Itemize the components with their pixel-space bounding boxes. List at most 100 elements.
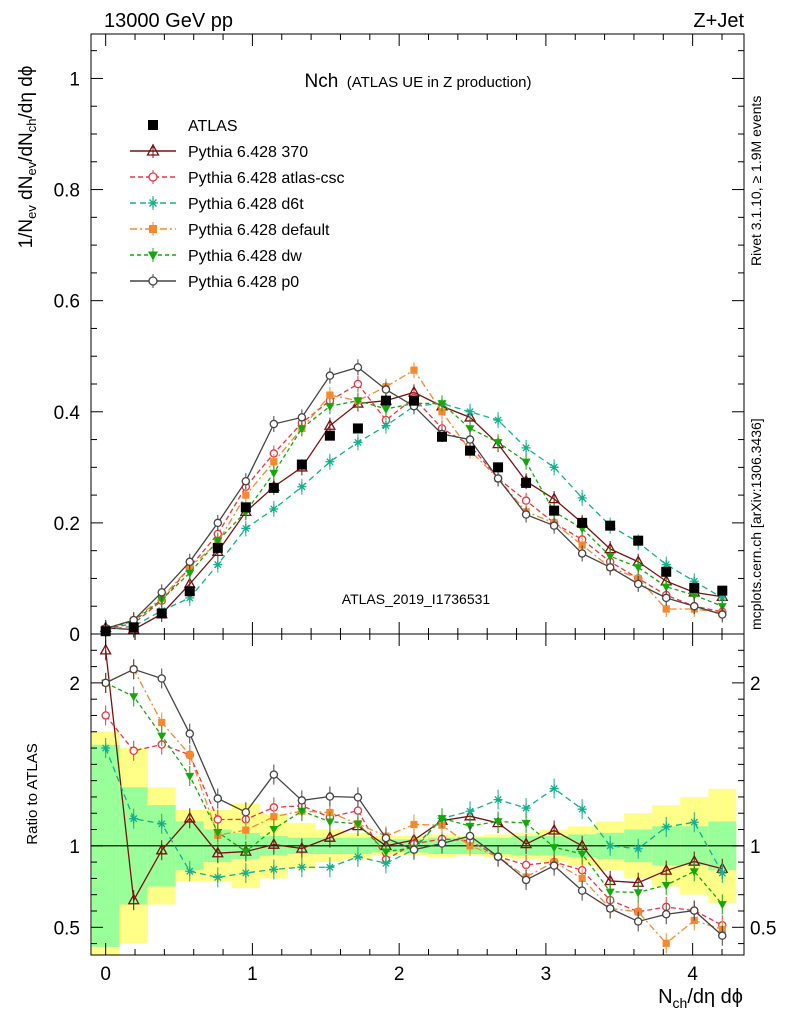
data-point: [353, 363, 363, 372]
ratio-point: [242, 826, 250, 834]
ratio-point: [99, 643, 112, 655]
ratio-point: [185, 772, 195, 781]
ratio-point: [127, 893, 140, 905]
data-point: [297, 413, 307, 422]
data-point: [325, 457, 335, 467]
ratio-point: [577, 804, 587, 814]
ratio-point: [213, 872, 223, 882]
data-point: [605, 563, 615, 572]
ratio-axis-label: Ratio to ATLAS: [24, 743, 41, 844]
data-point: [323, 418, 336, 430]
data-point: [269, 419, 279, 429]
data-point: [521, 496, 531, 505]
ratio-point: [297, 862, 307, 872]
data-point: [521, 477, 532, 488]
data-point: [633, 535, 644, 546]
ratio-point: [689, 868, 699, 877]
ratio-point: [521, 803, 531, 813]
x-tick-label: 4: [687, 964, 698, 985]
x-tick-label: 0: [100, 964, 111, 985]
data-point: [548, 492, 561, 504]
y-tick-label: 0.6: [54, 292, 80, 313]
ratio-tick-label-right: 1: [750, 837, 761, 858]
main-axis-ticks: 0 0.2 0.4 0.6 0.8 1: [54, 34, 744, 646]
ratio-point: [717, 901, 727, 910]
data-point: [493, 439, 503, 448]
data-point: [213, 560, 223, 570]
data-point: [157, 588, 166, 597]
ratio-point: [101, 711, 110, 720]
ratio-point: [183, 811, 196, 823]
legend-marker: [148, 276, 158, 286]
ratio-point: [129, 693, 139, 702]
ratio-point: [241, 807, 251, 817]
data-point: [717, 593, 727, 603]
data-point: [381, 385, 391, 394]
data-point: [549, 462, 559, 472]
data-point: [270, 458, 278, 466]
data-point: [326, 391, 334, 399]
ratio-point: [213, 829, 223, 838]
data-point: [493, 462, 504, 473]
data-point: [465, 425, 475, 434]
ratio-point: [297, 796, 307, 805]
rivet-version-label: Rivet 3.1.10, ≥ 1.9M events: [748, 96, 764, 266]
ratio-tick-label-right: 0.5: [750, 918, 776, 939]
data-point: [493, 474, 503, 483]
data-point: [184, 586, 195, 597]
ratio-point: [548, 823, 561, 835]
data-point: [185, 569, 195, 578]
legend-item: ATLAS: [148, 118, 238, 135]
ratio-point: [353, 806, 363, 815]
ratio-point: [325, 818, 335, 827]
data-point: [380, 395, 391, 406]
data-point: [352, 423, 363, 434]
data-point: [661, 583, 671, 592]
ratio-point: [267, 837, 280, 849]
ratio-tick-label-left: 0.5: [54, 918, 80, 939]
data-point: [549, 521, 559, 530]
legend-label: Pythia 6.428 default: [188, 222, 330, 239]
x-axis-label: Nch/dη dϕ: [658, 986, 743, 1011]
data-point: [213, 537, 223, 546]
ratio-point: [577, 850, 587, 859]
x-tick-label: 3: [541, 964, 552, 985]
legend-label: Pythia 6.428 dw: [188, 248, 302, 265]
ratio-point: [213, 794, 223, 803]
ratio-plot-area: [91, 640, 744, 955]
ratio-point: [605, 841, 615, 851]
data-point: [577, 493, 587, 503]
y-tick-label: 0.8: [54, 181, 80, 202]
data-point: [325, 403, 335, 412]
data-point: [718, 610, 727, 619]
ratio-point: [718, 931, 727, 940]
ratio-point: [325, 862, 335, 872]
ratio-axis-ticks: 0 1 2 3 4 0.5 0.5 1 1 2 2: [54, 634, 776, 985]
ratio-point: [605, 888, 615, 897]
ratio-point: [269, 864, 279, 874]
ratio-point: [661, 881, 671, 891]
legend-item: Pythia 6.428 370: [130, 143, 308, 161]
ratio-point: [155, 843, 168, 855]
ratio-point: [549, 784, 559, 794]
data-point: [269, 469, 279, 478]
ratio-point: [353, 852, 363, 862]
ratio-point: [186, 751, 194, 759]
y-tick-label: 0.4: [54, 403, 81, 424]
header-channel-label: Z+Jet: [693, 10, 744, 32]
ratio-point: [157, 674, 166, 683]
data-point: [381, 421, 391, 431]
ratio-point: [381, 833, 391, 843]
data-point: [297, 482, 307, 492]
data-point: [521, 510, 531, 519]
ratio-point: [295, 841, 308, 853]
data-point: [577, 517, 588, 528]
data-point: [689, 591, 699, 601]
data-point: [521, 443, 531, 453]
ratio-point: [270, 813, 278, 821]
ratio-point: [129, 746, 138, 756]
data-point: [212, 542, 223, 553]
ratio-point: [493, 795, 503, 805]
ratio-point: [185, 729, 195, 738]
